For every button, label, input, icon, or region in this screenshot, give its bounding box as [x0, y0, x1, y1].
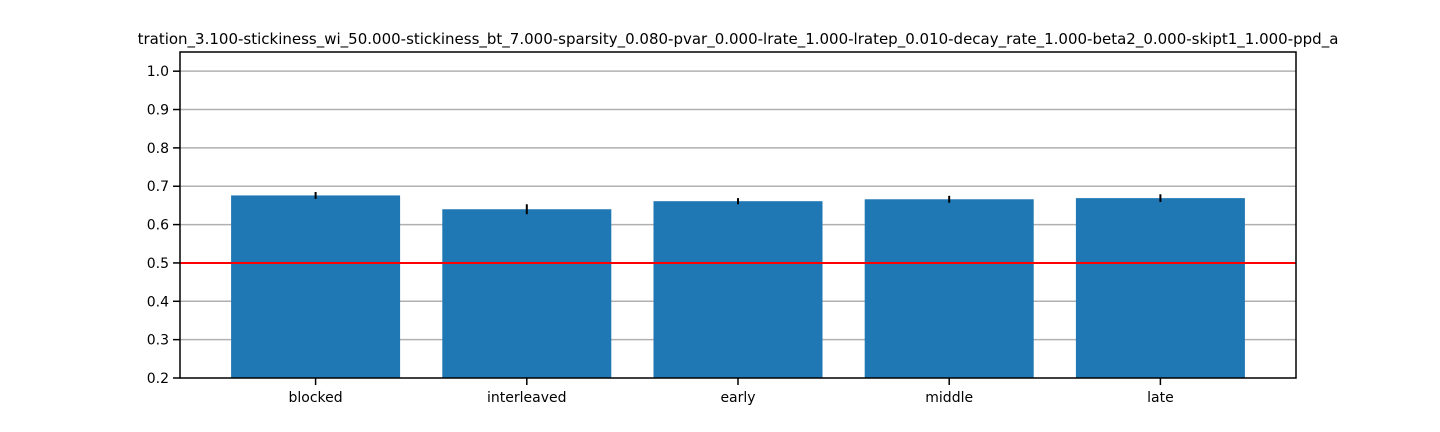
bars [231, 195, 1245, 378]
x-tick-label-late: late [1147, 390, 1174, 406]
error-bars [314, 191, 1162, 215]
y-axis-ticks: 0.2 0.3 0.4 0.5 0.6 0.7 0.8 0.9 1.0 [147, 64, 180, 387]
y-tick-label: 0.7 [147, 179, 169, 195]
y-tick-label: 1.0 [147, 64, 169, 80]
bar-blocked [231, 195, 401, 378]
y-tick-label: 0.4 [147, 294, 169, 310]
y-tick-label: 0.6 [147, 218, 169, 234]
x-tick-label-early: early [720, 390, 755, 406]
y-tick-label: 0.5 [147, 256, 169, 272]
bar-late [1075, 198, 1245, 378]
y-tick-label: 0.2 [147, 371, 169, 387]
bar-interleaved [442, 209, 612, 378]
chart-title: tration_3.100-stickiness_wi_50.000-stick… [138, 30, 1339, 49]
x-axis-ticks: blocked interleaved early middle late [289, 378, 1174, 406]
y-tick-label: 0.3 [147, 333, 169, 349]
x-tick-label-middle: middle [925, 390, 973, 406]
bar-early [653, 201, 823, 378]
y-tick-label: 0.9 [147, 103, 169, 119]
bar-middle [864, 199, 1034, 378]
y-tick-label: 0.8 [147, 141, 169, 157]
x-tick-label-interleaved: interleaved [487, 390, 567, 406]
x-tick-label-blocked: blocked [289, 390, 343, 406]
